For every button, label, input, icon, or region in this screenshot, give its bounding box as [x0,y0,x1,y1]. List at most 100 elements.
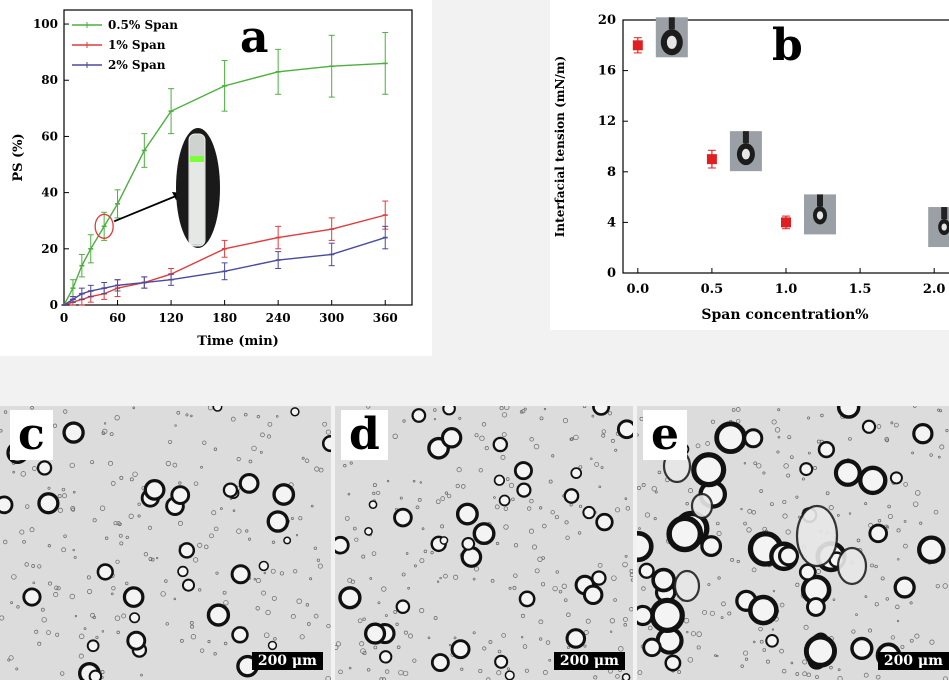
small-droplet-0-30 [279,571,284,576]
small-droplet-0-215 [86,575,91,580]
small-droplet-2-24 [887,504,891,509]
small-droplet-2-144 [705,441,710,446]
small-droplet-2-186 [696,645,701,650]
small-droplet-2-15 [762,648,767,652]
small-droplet-1-46 [615,674,620,679]
small-droplet-1-109 [522,644,528,649]
droplet-1-18 [592,406,611,416]
droplet-1-27 [595,512,614,532]
small-droplet-0-60 [318,467,324,473]
small-droplet-2-108 [637,433,639,437]
small-droplet-1-108 [371,551,377,556]
small-droplet-1-60 [359,641,365,647]
small-droplet-1-65 [412,658,417,663]
small-droplet-1-206 [623,617,628,622]
droplet-1-2 [513,461,533,481]
small-droplet-1-118 [583,630,589,635]
small-droplet-1-160 [503,524,509,530]
small-droplet-0-207 [101,630,105,633]
small-droplet-0-161 [57,494,62,499]
small-droplet-0-129 [150,557,155,562]
droplet-1-31 [563,488,580,504]
small-droplet-1-129 [417,498,422,502]
small-droplet-2-184 [795,582,800,587]
droplet-1-37 [440,427,463,449]
small-droplet-0-17 [90,460,95,465]
small-droplet-0-20 [223,600,229,606]
small-droplet-2-38 [782,513,788,519]
small-droplet-1-39 [506,667,510,671]
small-droplet-1-135 [630,578,633,582]
small-droplet-0-127 [265,609,271,616]
droplet-2-1 [861,419,877,434]
small-droplet-1-156 [583,644,587,648]
small-droplet-0-148 [60,671,65,676]
small-droplet-0-105 [119,475,124,480]
small-droplet-0-6 [83,627,87,630]
small-droplet-0-147 [298,516,303,521]
small-droplet-2-192 [903,543,908,549]
small-droplet-2-120 [762,526,768,532]
small-droplet-0-22 [116,630,120,635]
droplet-2-17 [889,471,903,485]
droplet-1-0 [565,628,587,649]
droplet-1-26 [364,622,387,645]
small-droplet-2-11 [896,619,900,623]
small-droplet-1-183 [542,670,548,675]
small-droplet-0-182 [104,536,109,540]
small-droplet-0-85 [325,675,331,680]
droplet-0-15 [22,587,42,607]
small-droplet-2-127 [716,654,719,658]
droplet-2-10 [836,406,861,419]
x-tick-label-b-3: 1.5 [849,282,872,297]
droplet-0-32 [88,669,103,680]
small-droplet-2-94 [683,617,690,624]
series-line-a-0 [63,62,386,306]
small-droplet-0-2 [62,493,67,499]
small-droplet-2-89 [935,584,940,589]
small-droplet-1-111 [524,668,529,673]
droplet-1-34 [395,599,411,615]
legend-label-a-0: 0.5% Span [108,18,178,32]
droplet-1-8 [442,406,456,416]
small-droplet-2-137 [647,625,653,631]
series-line-a-2 [63,236,386,306]
small-droplet-2-35 [752,640,756,644]
small-droplet-2-26 [777,435,781,439]
small-droplet-0-50 [271,595,277,601]
droplet-1-35 [616,419,633,440]
small-droplet-2-213 [759,489,764,493]
small-droplet-0-28 [325,429,331,435]
small-droplet-0-180 [199,648,205,653]
small-droplet-2-126 [942,676,948,680]
droplet-2-37 [893,576,916,599]
small-droplet-2-90 [716,530,722,536]
small-droplet-2-6 [813,466,817,470]
small-droplet-1-205 [382,677,387,680]
small-droplet-2-82 [747,508,753,514]
small-droplet-0-7 [256,415,261,419]
droplet-2-36 [642,637,662,658]
y-axis-label-a: PS (%) [11,133,26,181]
small-droplet-1-123 [478,668,483,674]
small-droplet-0-61 [37,564,42,569]
small-droplet-1-17 [565,535,570,540]
small-droplet-0-100 [34,629,39,634]
small-droplet-1-173 [440,524,445,529]
small-droplet-1-189 [531,544,538,550]
small-droplet-1-122 [344,516,350,521]
pendant-drop-inset-2 [804,194,836,235]
droplet-2-43 [651,567,676,593]
x-tick-label-b-1: 0.5 [701,282,724,297]
small-droplet-1-81 [504,406,510,411]
small-droplet-1-134 [555,570,559,574]
droplet-1-25 [364,526,373,536]
small-droplet-1-119 [537,556,543,562]
small-droplet-1-35 [433,616,438,620]
droplet-0-34 [170,485,191,505]
small-droplet-2-134 [832,598,836,601]
droplet-1-33 [494,654,509,669]
droplet-0-37 [126,630,147,651]
small-droplet-2-153 [772,589,776,593]
small-droplet-2-32 [637,486,641,491]
